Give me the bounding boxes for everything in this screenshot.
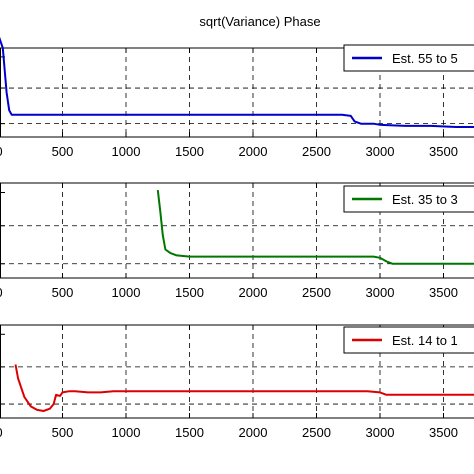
x-tick-label: 1000 — [112, 285, 141, 300]
series-line — [0, 36, 474, 128]
x-tick-label: 2500 — [302, 144, 331, 159]
x-tick-label: 3000 — [366, 285, 395, 300]
x-tick-label: 2000 — [239, 144, 268, 159]
panel-middle: 0 500 1000 1500 2000 2500 3000 3500 Est. 35 to 3 — [0, 182, 474, 300]
x-tick-label: 0 — [0, 285, 3, 300]
x-tick-label: 3000 — [366, 144, 395, 159]
panel-bottom: 0 500 1000 1500 2000 2500 3000 3500 Est. 14 to 1 — [0, 324, 474, 440]
series-line — [156, 189, 474, 265]
x-tick-label: 1000 — [112, 144, 141, 159]
x-tick-label: 2500 — [302, 425, 331, 440]
x-tick-label: 3000 — [366, 425, 395, 440]
x-tick-label: 3500 — [429, 425, 458, 440]
x-tick-label: 1500 — [175, 144, 204, 159]
x-tick-label: 3500 — [429, 144, 458, 159]
legend-label: Est. 55 to 5 — [392, 51, 458, 66]
series-line — [14, 364, 474, 412]
chart-title: sqrt(Variance) Phase — [199, 14, 320, 29]
x-tick-label: 3500 — [429, 285, 458, 300]
x-tick-label: 1500 — [175, 285, 204, 300]
x-tick-label: 0 — [0, 425, 3, 440]
legend-label: Est. 14 to 1 — [392, 333, 458, 348]
x-tick-label: 2000 — [239, 285, 268, 300]
x-tick-label: 2000 — [239, 425, 268, 440]
x-tick-label: 500 — [52, 425, 74, 440]
legend-label: Est. 35 to 3 — [392, 192, 458, 207]
x-tick-label: 1500 — [175, 425, 204, 440]
x-tick-label: 2500 — [302, 285, 331, 300]
x-tick-label: 500 — [52, 144, 74, 159]
x-tick-label: 0 — [0, 144, 3, 159]
x-tick-label: 500 — [52, 285, 74, 300]
panel-top: 0 500 1000 1500 2000 2500 3000 3500 Est. 55 to 5 — [0, 36, 474, 159]
x-tick-label: 1000 — [112, 425, 141, 440]
